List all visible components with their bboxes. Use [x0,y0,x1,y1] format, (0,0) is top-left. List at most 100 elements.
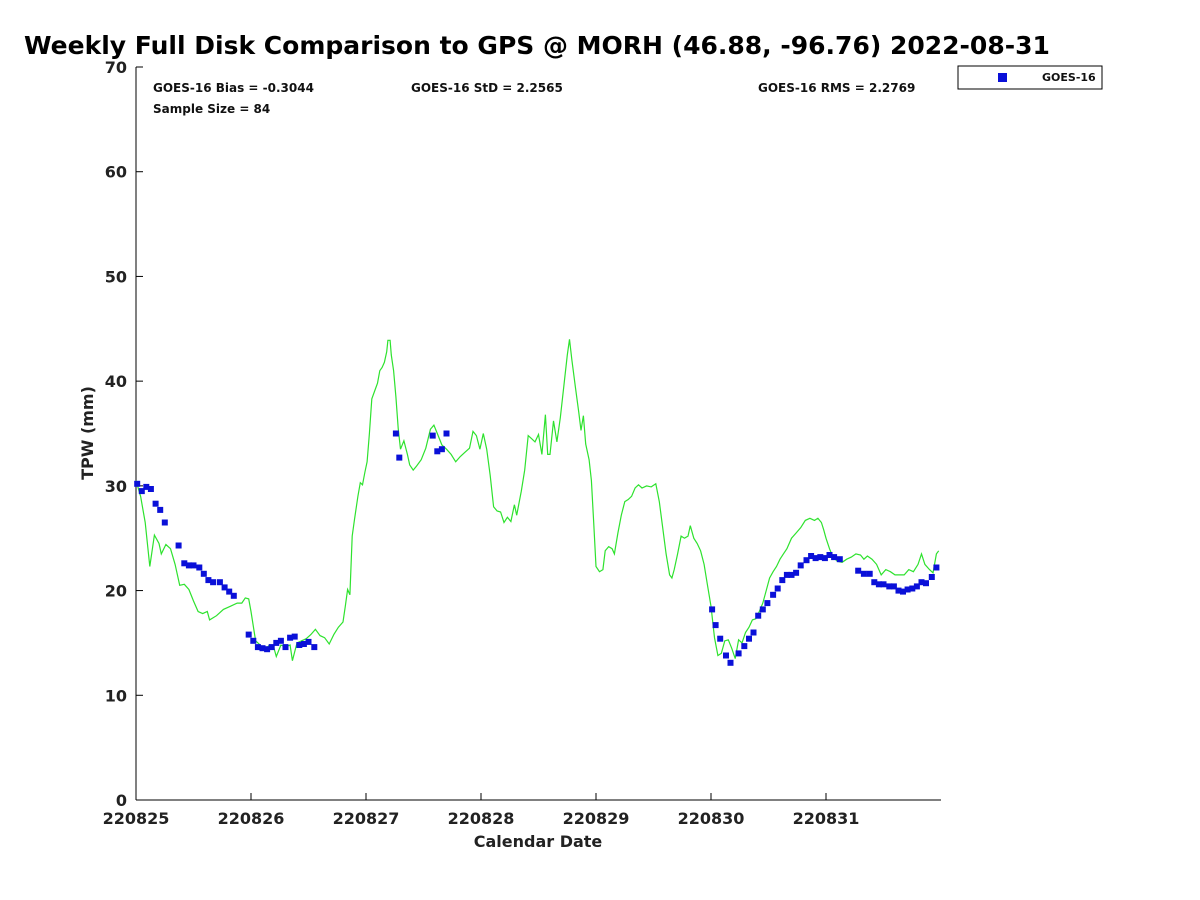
goes16-point [230,592,237,599]
goes16-point [226,588,233,595]
goes16-point [175,542,182,549]
goes16-point [808,553,815,559]
goes16-point [788,571,795,578]
goes16-point [866,570,873,577]
goes16-point [900,588,906,595]
goes16-point [429,432,436,439]
goes16-point [741,643,748,650]
goes16-point [904,586,911,593]
goes16-point [735,650,742,657]
goes16-point [836,556,843,563]
goes16-point [254,644,261,651]
goes16-point [443,430,450,437]
goes16-point [200,570,207,577]
goes16-point [886,583,893,590]
goes16-point [296,642,303,648]
legend: GOES-16 [957,65,1103,90]
goes16-point [216,579,223,586]
y-tick-label: 0 [116,791,127,810]
goes16-point [291,633,298,640]
goes16-point [245,631,252,638]
goes16-point [143,483,150,490]
goes16-point [181,560,188,567]
goes16-point [770,591,777,598]
goes16-point [152,500,159,507]
legend-marker-goes16 [998,73,1007,82]
goes16-point [880,581,887,588]
goes16-point [764,600,771,607]
goes16-point [273,639,280,646]
x-tick-label: 220827 [333,809,400,828]
goes16-point [438,446,445,453]
goes16-point [205,577,212,584]
goes16-point [250,637,257,644]
y-tick-label: 30 [105,477,127,496]
y-axis-ticks: 0 10 20 30 40 50 60 70 [105,58,143,810]
goes16-point [268,644,275,651]
goes16-point [287,634,294,641]
goes16-point [259,645,266,652]
goes16-point [277,637,284,644]
bias-annotation: GOES-16 Bias = -0.3044 [153,81,314,95]
goes16-point [709,606,716,613]
goes16-point [311,644,318,651]
goes16-point [821,555,828,562]
std-annotation: GOES-16 StD = 2.2565 [411,81,563,95]
goes16-point [712,622,719,629]
series-layer [134,339,940,666]
goes16-point [396,454,403,461]
goes16-point [157,506,164,513]
goes16-point [826,552,833,558]
goes16-point [161,519,168,526]
goes16-point [717,635,724,642]
y-tick-label: 20 [105,582,127,601]
goes16-point [895,587,902,594]
goes16-point [147,486,154,492]
goes16-point [185,562,192,569]
goes16-point [918,579,925,586]
goes16-point [797,562,804,569]
goes16-point [750,629,757,636]
x-tick-label: 220831 [793,809,860,828]
sample-size-annotation: Sample Size = 84 [153,102,270,116]
gps-tpw-line [135,339,940,661]
x-tick-label: 220825 [103,809,170,828]
goes16-point [210,579,217,586]
goes16-point [221,584,228,591]
goes16-point [923,580,929,587]
goes16-point [831,554,838,561]
goes16-point [305,638,312,645]
goes16-point [783,571,790,578]
goes16-point [282,644,289,651]
y-tick-label: 60 [105,163,127,182]
goes16-point [755,612,762,619]
x-tick-label: 220826 [218,809,285,828]
goes16-point [727,659,734,666]
y-axis-label: TPW (mm) [78,386,97,480]
goes16-point [875,581,882,588]
goes16-point [723,652,729,659]
goes16-point [913,583,920,590]
goes16-point [871,579,878,586]
goes16-point [860,570,867,577]
y-tick-label: 10 [105,686,127,705]
goes16-point [264,646,271,653]
x-tick-label: 220828 [448,809,515,828]
goes16-point [779,577,786,584]
goes16-point [890,583,897,590]
goes16-point [300,641,307,647]
goes16-point [134,480,141,487]
goes16-point [138,488,145,495]
y-tick-label: 70 [105,58,127,77]
x-tick-label: 220830 [678,809,745,828]
x-axis-ticks: 220825 220826 220827 220828 220829 220830 2208… [103,793,860,828]
y-tick-label: 40 [105,372,127,391]
goes16-point [392,430,399,437]
goes16-point [196,564,203,571]
rms-annotation: GOES-16 RMS = 2.2769 [758,81,915,95]
legend-box [957,65,1103,90]
goes16-point [803,557,810,564]
goes16-point [774,585,781,592]
goes16-point [855,567,862,574]
